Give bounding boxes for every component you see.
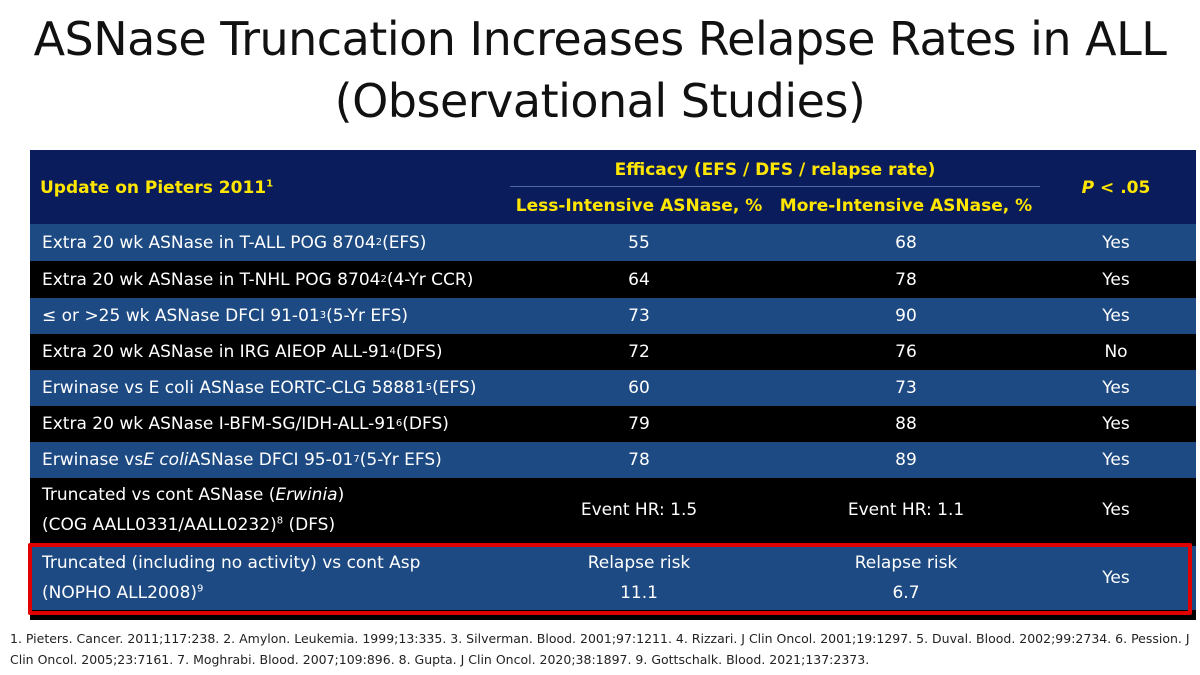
row-more: 68	[895, 232, 917, 253]
row-significance: Yes	[1102, 500, 1130, 520]
efficacy-table: Update on Pieters 20111 Efficacy (EFS / …	[30, 150, 1196, 620]
row-more: 90	[895, 306, 917, 326]
table-row: Extra 20 wk ASNase in T-ALL POG 8704 2 (E…	[30, 224, 1196, 261]
table-row: Extra 20 wk ASNase in IRG AIEOP ALL-91 4 …	[30, 334, 1196, 370]
row-less: 55	[628, 232, 650, 253]
row-more: 78	[895, 269, 917, 290]
table-row-highlighted: Truncated (including no activity) vs con…	[30, 546, 1196, 610]
row-significance: Yes	[1102, 414, 1130, 434]
slide-title-line1: ASNase Truncation Increases Relapse Rate…	[33, 12, 1167, 66]
row-less: 64	[628, 269, 650, 290]
row-significance: Yes	[1102, 232, 1130, 253]
row-less: 73	[628, 306, 650, 326]
row-study: Extra 20 wk ASNase I-BFM-SG/IDH-ALL-91 6 …	[42, 414, 449, 434]
header-more-intensive: More-Intensive ASNase, %	[779, 196, 1033, 216]
row-significance: Yes	[1102, 450, 1130, 470]
row-less: Event HR: 1.5	[580, 500, 698, 520]
header-study-column: Update on Pieters 20111	[40, 178, 274, 198]
row-less: 79	[628, 414, 650, 434]
slide-title-line2: (Observational Studies)	[334, 74, 866, 128]
row-less: 72	[628, 342, 650, 362]
row-significance: No	[1104, 342, 1128, 362]
row-more: Event HR: 1.1	[847, 500, 965, 520]
row-study: Truncated vs cont ASNase (Erwinia) (COG …	[42, 485, 345, 535]
header-p-value: P < .05	[1081, 178, 1151, 198]
row-more: Relapse risk 6.7	[854, 553, 958, 603]
row-study: Extra 20 wk ASNase in T-ALL POG 8704 2 (E…	[42, 232, 427, 253]
slide-title: ASNase Truncation Increases Relapse Rate…	[0, 8, 1200, 132]
row-significance: Yes	[1102, 378, 1130, 398]
row-more: 88	[895, 414, 917, 434]
table-header: Update on Pieters 20111 Efficacy (EFS / …	[30, 150, 1196, 224]
table-row: Erwinase vs E coli ASNase EORTC-CLG 5888…	[30, 370, 1196, 406]
header-efficacy: Efficacy (EFS / DFS / relapse rate)	[614, 160, 936, 180]
row-study: Extra 20 wk ASNase in T-NHL POG 8704 2 (4…	[42, 269, 474, 290]
row-study: Erwinase vs E coli ASNase DFCI 95-01 7 (5…	[42, 450, 442, 470]
row-more: 73	[895, 378, 917, 398]
row-study: Erwinase vs E coli ASNase EORTC-CLG 5888…	[42, 378, 477, 398]
row-study: ≤ or >25 wk ASNase DFCI 91-01 3 (5-Yr EFS…	[42, 306, 409, 326]
row-less: 60	[628, 378, 650, 398]
row-more: 89	[895, 450, 917, 470]
row-study: Truncated (including no activity) vs con…	[42, 553, 421, 603]
references-footnote: 1. Pieters. Cancer. 2011;117:238. 2. Amy…	[10, 631, 1190, 667]
highlight-box	[28, 543, 1192, 615]
header-less-intensive: Less-Intensive ASNase, %	[515, 196, 763, 216]
row-more: 76	[895, 342, 917, 362]
table-row: Extra 20 wk ASNase I-BFM-SG/IDH-ALL-91 6 …	[30, 406, 1196, 442]
table-row: Truncated vs cont ASNase (Erwinia) (COG …	[30, 478, 1196, 542]
row-study: Extra 20 wk ASNase in IRG AIEOP ALL-91 4 …	[42, 342, 443, 362]
row-less: Relapse risk 11.1	[587, 553, 691, 603]
table-row: ≤ or >25 wk ASNase DFCI 91-01 3 (5-Yr EFS…	[30, 298, 1196, 334]
row-less: 78	[628, 450, 650, 470]
row-significance: Yes	[1102, 568, 1130, 588]
table-row: Erwinase vs E coli ASNase DFCI 95-01 7 (5…	[30, 442, 1196, 478]
row-significance: Yes	[1102, 306, 1130, 326]
table-row: Extra 20 wk ASNase in T-NHL POG 8704 2 (4…	[30, 261, 1196, 298]
row-significance: Yes	[1102, 269, 1130, 290]
header-divider	[510, 186, 1040, 187]
